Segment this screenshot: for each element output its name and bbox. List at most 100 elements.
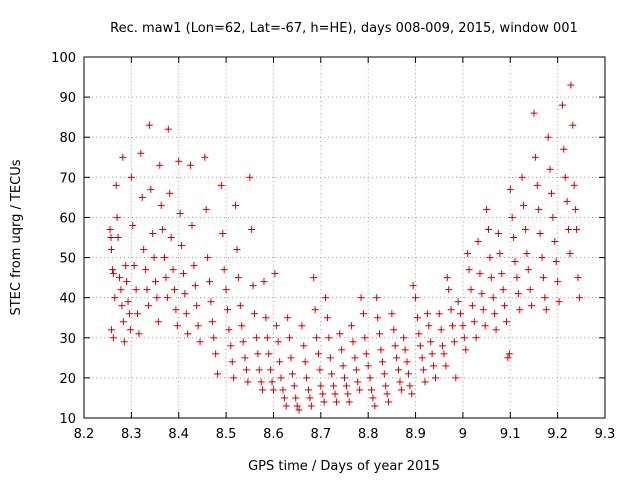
data-point [147, 185, 155, 193]
data-point [445, 286, 453, 294]
data-point [554, 278, 562, 286]
data-point [526, 286, 534, 294]
data-point [316, 366, 324, 374]
data-point [152, 278, 160, 286]
data-point [271, 270, 279, 278]
data-point [265, 350, 273, 358]
data-point [531, 153, 539, 161]
data-point [175, 157, 183, 165]
data-point [249, 282, 257, 290]
data-point [341, 374, 348, 382]
data-point [123, 278, 131, 286]
data-point [288, 370, 296, 378]
data-point [109, 270, 117, 278]
data-point [563, 197, 571, 205]
data-point [551, 238, 559, 246]
data-point [450, 338, 458, 346]
data-point [107, 246, 115, 254]
data-point [492, 326, 500, 334]
data-point [173, 322, 181, 330]
data-point [164, 125, 172, 133]
data-point [290, 382, 298, 390]
data-point [566, 250, 574, 258]
data-point [142, 266, 150, 274]
data-point [181, 290, 189, 298]
data-point [172, 306, 180, 314]
data-point [366, 374, 374, 382]
data-point [439, 342, 447, 350]
data-point [567, 81, 575, 89]
data-point [521, 225, 529, 233]
x-tick-label: 9 [459, 427, 467, 442]
data-point [516, 306, 524, 314]
data-point [144, 302, 152, 310]
data-point [162, 274, 170, 282]
data-point [326, 354, 334, 362]
x-tick-label: 9.2 [547, 427, 568, 442]
data-point [560, 145, 568, 153]
data-point [293, 402, 301, 410]
data-point [284, 314, 292, 322]
data-point [117, 286, 125, 294]
data-point [452, 374, 460, 382]
data-point [481, 322, 489, 330]
data-point [440, 350, 448, 358]
data-point [406, 382, 414, 390]
data-point [292, 394, 300, 402]
data-point [352, 366, 360, 374]
data-point [126, 326, 134, 334]
data-point [242, 366, 250, 374]
data-point [319, 390, 327, 398]
data-point [119, 318, 127, 326]
y-tick-label: 10 [59, 412, 76, 427]
data-point [161, 254, 169, 262]
data-point [484, 225, 492, 233]
data-point [418, 354, 426, 362]
data-point [574, 274, 582, 282]
data-point [472, 334, 480, 342]
data-point [421, 378, 429, 386]
data-point [391, 342, 399, 350]
data-point [538, 254, 546, 262]
data-point [478, 290, 486, 298]
data-point [569, 121, 577, 129]
data-point [287, 354, 295, 362]
data-point [295, 406, 303, 414]
data-point [204, 254, 212, 262]
data-point [489, 294, 497, 302]
data-point [447, 306, 455, 314]
data-point [573, 225, 581, 233]
x-tick-label: 8.8 [358, 427, 379, 442]
data-point [314, 350, 322, 358]
x-tick-label: 8.6 [263, 427, 284, 442]
data-point [269, 386, 277, 394]
data-point [286, 334, 294, 342]
data-point [431, 374, 439, 382]
data-point [159, 225, 167, 233]
grid [84, 57, 605, 418]
data-point [217, 181, 225, 189]
x-tick-label: 8.7 [310, 427, 331, 442]
data-point [153, 294, 161, 302]
data-point [118, 302, 126, 310]
data-point [176, 209, 184, 217]
data-point [487, 274, 495, 282]
y-tick-label: 80 [59, 131, 76, 146]
data-point [272, 322, 280, 330]
data-point [113, 213, 121, 221]
data-point [541, 294, 549, 302]
data-point [325, 334, 333, 342]
data-point [246, 173, 254, 181]
data-point [420, 366, 428, 374]
data-point [459, 322, 467, 330]
data-point [210, 334, 218, 342]
data-point [342, 382, 350, 390]
data-point [179, 270, 187, 278]
data-point [307, 402, 315, 410]
data-point [132, 286, 140, 294]
data-point [351, 354, 359, 362]
y-tick-label: 50 [59, 252, 76, 267]
data-point [388, 310, 396, 318]
data-point [400, 334, 408, 342]
data-point [137, 149, 145, 157]
